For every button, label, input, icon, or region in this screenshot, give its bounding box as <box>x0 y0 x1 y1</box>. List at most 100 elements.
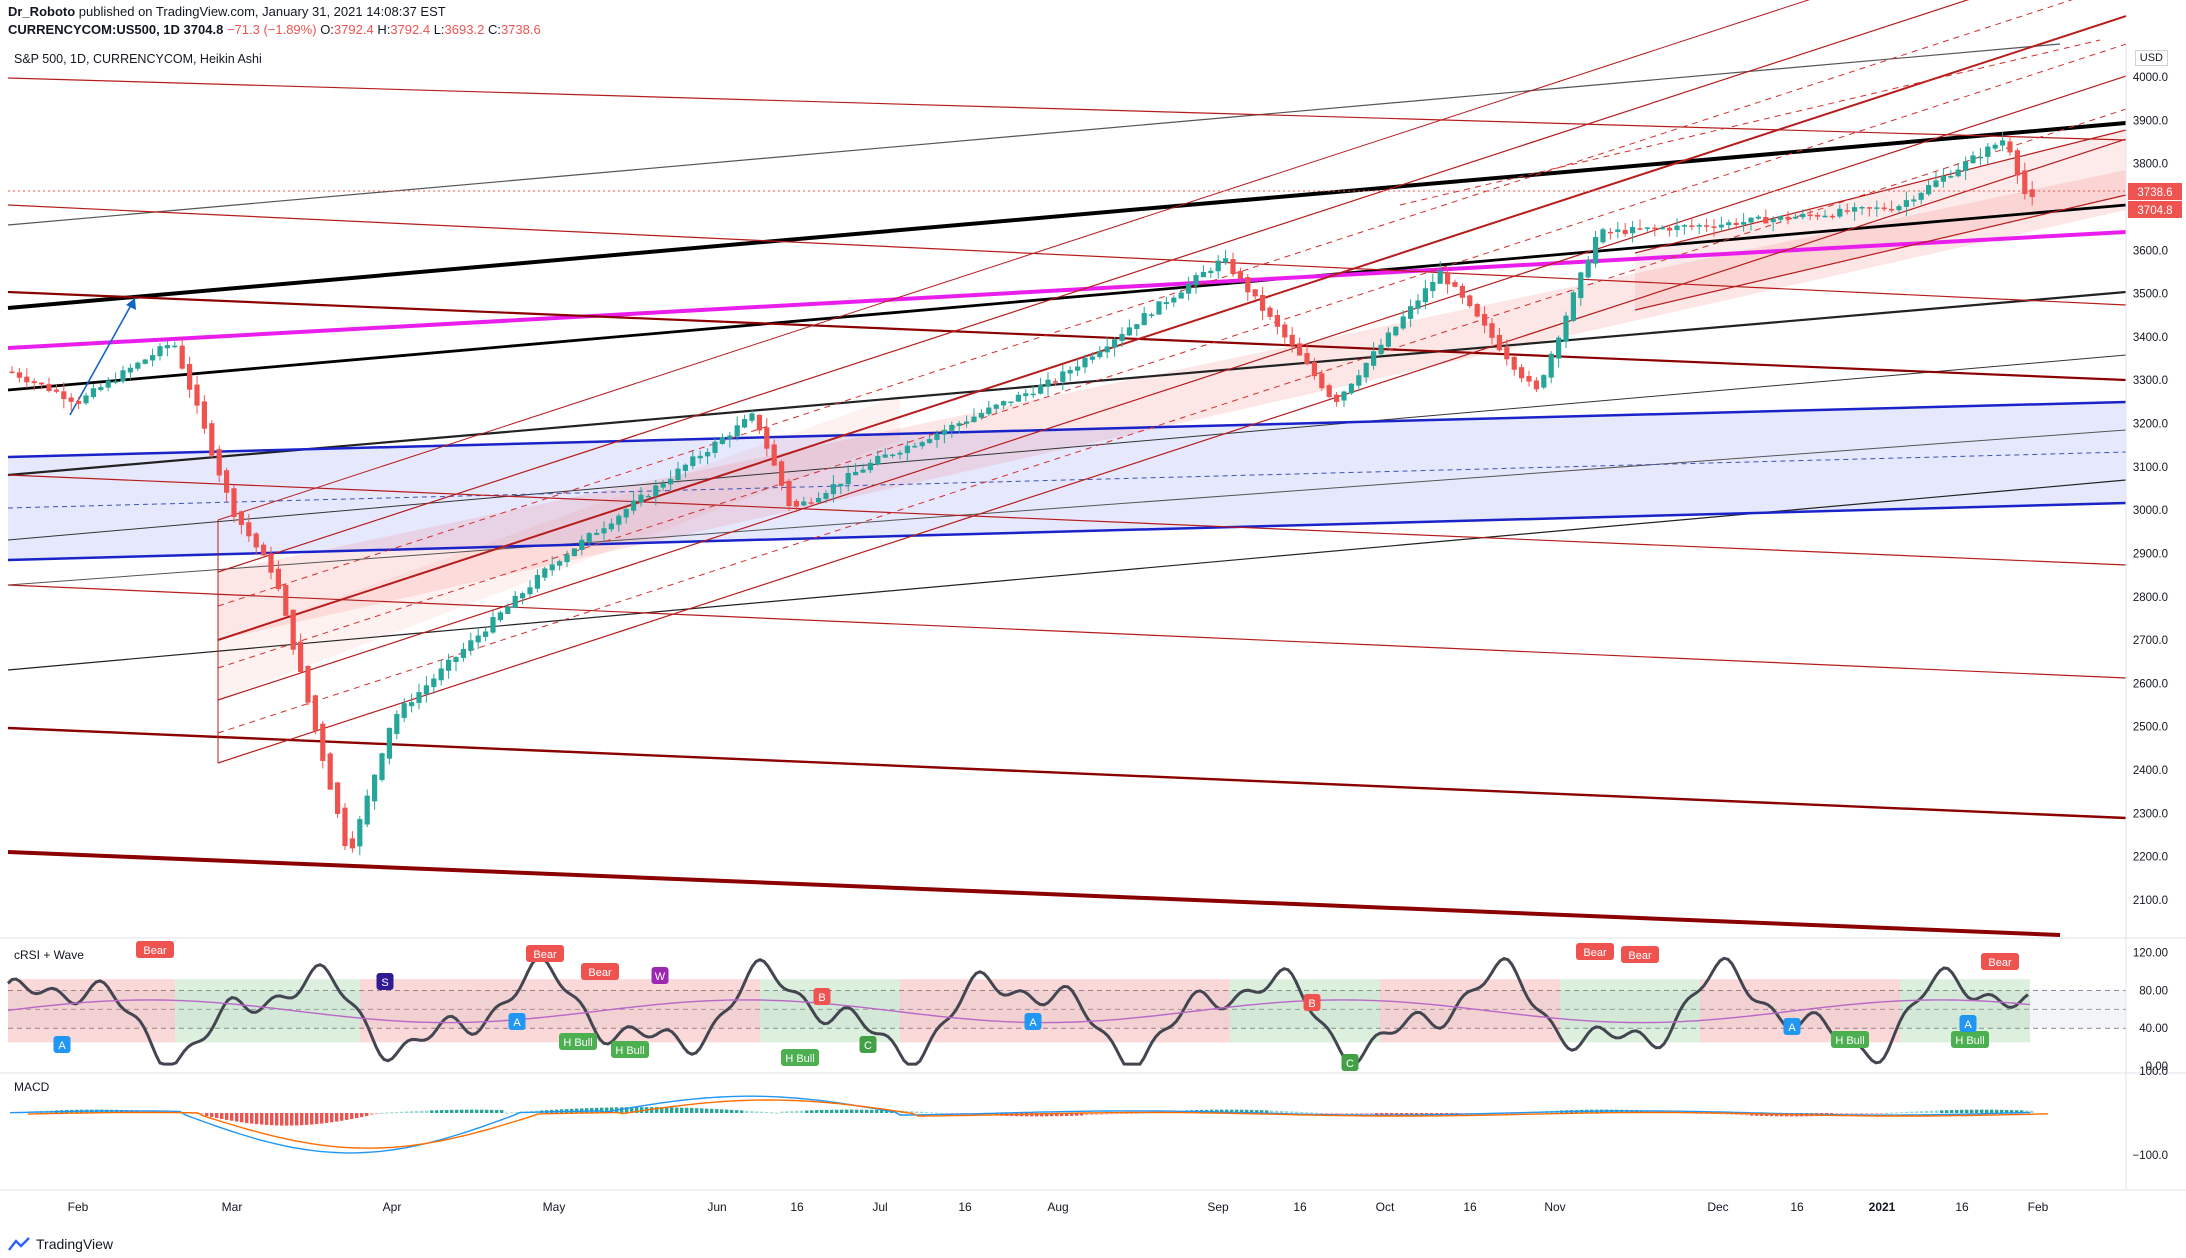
crsi-label[interactable]: cRSI + Wave <box>14 948 84 962</box>
macd-histogram-bar <box>665 1107 669 1113</box>
macd-histogram-bar <box>825 1109 829 1113</box>
macd-histogram-bar <box>480 1109 484 1113</box>
signal-badge-text: S <box>381 977 388 989</box>
price-tick-label: 2800.0 <box>2133 592 2168 604</box>
candle-body <box>401 703 407 718</box>
candle-body <box>135 362 141 369</box>
macd-histogram-bar <box>1970 1109 1974 1113</box>
macd-histogram-bar <box>395 1112 399 1114</box>
candle-body <box>793 500 799 507</box>
macd-histogram-bar <box>1350 1113 1354 1115</box>
candle-body <box>601 528 607 534</box>
macd-histogram-bar <box>460 1109 464 1113</box>
macd-histogram-bar <box>1280 1110 1284 1113</box>
time-tick-label: Oct <box>1376 1200 1395 1214</box>
price-tick-label: 3600.0 <box>2133 245 2168 257</box>
macd-histogram-bar <box>510 1112 514 1114</box>
macd-label[interactable]: MACD <box>14 1080 50 1094</box>
candle-body <box>194 384 200 406</box>
candle-body <box>816 497 822 503</box>
macd-histogram-bar <box>695 1108 699 1113</box>
desc-red-line <box>7 474 2127 566</box>
macd-histogram-bar <box>780 1111 784 1113</box>
macd-histogram-bar <box>650 1107 654 1113</box>
candle-body <box>1297 343 1303 356</box>
footer-brand[interactable]: TradingView <box>8 1236 113 1252</box>
candle-body <box>53 389 59 392</box>
macd-histogram-bar <box>295 1113 299 1126</box>
candle-body <box>705 452 711 457</box>
candle-body <box>1163 302 1169 305</box>
macd-histogram-bar <box>1900 1112 1904 1114</box>
macd-histogram-bar <box>1930 1110 1934 1113</box>
candle-body <box>542 568 548 578</box>
candle-body <box>1556 337 1562 359</box>
candle-body <box>1563 315 1569 342</box>
candle-body <box>39 382 45 385</box>
candle-body <box>1918 192 1924 200</box>
candle-body <box>1267 307 1273 317</box>
candle-body <box>801 501 807 506</box>
macd-histogram-bar <box>1335 1113 1339 1114</box>
macd-histogram-bar <box>1910 1111 1914 1113</box>
candle-body <box>468 640 474 651</box>
candle-body <box>120 370 126 382</box>
macd-tick-label: −100.0 <box>2133 1150 2169 1162</box>
candle-body <box>298 641 304 672</box>
candle-body <box>1356 375 1362 386</box>
macd-histogram-bar <box>1035 1113 1039 1117</box>
candle-body <box>579 539 585 550</box>
macd-histogram-bar <box>470 1109 474 1113</box>
candle-body <box>1311 361 1317 377</box>
macd-histogram-bar <box>990 1113 994 1116</box>
macd-histogram-bar <box>770 1112 774 1114</box>
signal-badge <box>1621 946 1659 963</box>
candle-body <box>660 483 666 488</box>
candle-body <box>756 414 762 431</box>
price-badge-close <box>2128 183 2182 200</box>
candle-body <box>1193 275 1199 286</box>
macd-histogram-bar <box>405 1111 409 1113</box>
macd-histogram-bar <box>245 1113 249 1123</box>
macd-histogram-bar <box>765 1112 769 1114</box>
candle-body <box>941 429 947 435</box>
macd-histogram-bar <box>270 1113 274 1126</box>
candle-body <box>1570 292 1576 321</box>
macd-histogram-bar <box>1285 1111 1289 1113</box>
time-tick-label: Apr <box>383 1200 402 1214</box>
red-channel-fill <box>218 395 900 700</box>
author[interactable]: Dr_Roboto <box>8 4 76 19</box>
macd-histogram-bar <box>495 1109 499 1113</box>
time-tick-label: Feb <box>68 1200 89 1214</box>
macd-histogram-bar <box>1300 1111 1304 1113</box>
candle-body <box>845 472 851 485</box>
macd-histogram-bar <box>1890 1112 1894 1114</box>
candle-body <box>1489 323 1495 338</box>
candle-body <box>1585 260 1591 278</box>
candle-body <box>1800 213 1806 218</box>
candle-body <box>786 480 792 506</box>
candle-body <box>1326 385 1332 397</box>
macd-histogram-bar <box>475 1109 479 1113</box>
candle-body <box>1430 281 1436 292</box>
macd-histogram-bar <box>2030 1110 2034 1113</box>
macd-histogram-bar <box>210 1113 214 1118</box>
candle-body <box>1252 289 1258 297</box>
candle-body <box>1511 356 1517 370</box>
macd-histogram-bar <box>1090 1113 1094 1116</box>
macd-histogram-bar <box>655 1107 659 1113</box>
signal-badge <box>376 973 394 990</box>
macd-histogram-bar <box>930 1112 934 1114</box>
signal-badge <box>1024 1013 1042 1030</box>
crsi-line <box>6 955 2029 1066</box>
macd-histogram-bar <box>2005 1109 2009 1113</box>
candle-body <box>727 435 733 439</box>
macd-histogram-bar <box>755 1111 759 1113</box>
macd-histogram-bar <box>1050 1113 1054 1117</box>
pitchfork-mid-line <box>217 108 2127 734</box>
currency-unit[interactable]: USD <box>2134 50 2168 66</box>
macd-histogram-bar <box>1130 1113 1134 1114</box>
candle-body <box>1015 394 1021 402</box>
candle-body <box>734 425 740 437</box>
